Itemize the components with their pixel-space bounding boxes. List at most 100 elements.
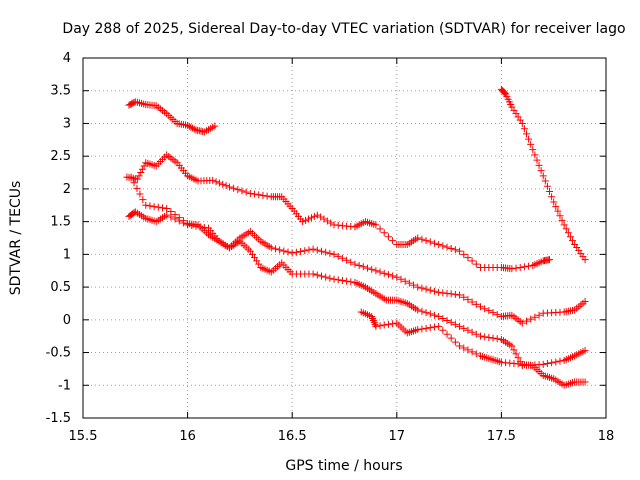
data-point — [142, 201, 150, 209]
data-point — [443, 289, 451, 297]
data-point — [493, 311, 501, 319]
x-tick-label: 16.5 — [278, 429, 307, 444]
data-point — [139, 196, 147, 204]
data-point — [251, 190, 259, 198]
data-point — [322, 273, 330, 281]
data-point — [581, 297, 589, 305]
data-point — [566, 233, 574, 241]
data-point — [426, 238, 434, 246]
data-point — [305, 246, 313, 254]
data-point — [529, 146, 537, 154]
data-point — [435, 322, 443, 330]
data-point — [376, 225, 384, 233]
data-point — [196, 223, 204, 231]
data-point — [284, 248, 292, 256]
data-point — [520, 125, 528, 133]
data-point — [435, 288, 443, 296]
data-point — [292, 248, 300, 256]
data-point — [190, 125, 198, 133]
y-tick-label: -1 — [58, 378, 71, 393]
data-point — [276, 246, 284, 254]
data-point — [133, 175, 141, 183]
data-point — [430, 287, 438, 295]
data-point — [317, 247, 325, 255]
data-point — [447, 290, 455, 298]
data-point — [472, 330, 480, 338]
data-point — [447, 244, 455, 252]
data-point — [301, 247, 309, 255]
data-point — [222, 182, 230, 190]
data-point — [552, 358, 560, 366]
data-point — [523, 130, 531, 138]
data-point — [564, 229, 572, 237]
data-point — [451, 320, 459, 328]
data-point — [535, 311, 543, 319]
data-point — [138, 165, 146, 173]
data-point — [184, 121, 192, 129]
y-tick-label: 3 — [63, 116, 71, 131]
data-point — [372, 221, 380, 229]
data-point — [489, 309, 497, 317]
data-point — [414, 283, 422, 291]
data-point — [514, 354, 522, 362]
data-point — [443, 330, 451, 338]
data-point — [334, 252, 342, 260]
data-point — [468, 257, 476, 265]
y-tick-label: 0 — [63, 313, 71, 328]
data-point — [439, 315, 447, 323]
y-tick-label: 2 — [63, 182, 71, 197]
data-point — [554, 207, 562, 215]
data-point — [581, 378, 589, 386]
data-point — [215, 179, 223, 187]
data-point — [418, 307, 426, 315]
data-point — [422, 237, 430, 245]
y-axis-label: SDTVAR / TECUs — [8, 181, 24, 296]
series-track-3 — [127, 173, 589, 327]
data-point — [255, 191, 263, 199]
y-tick-label: -0.5 — [46, 346, 71, 361]
data-point — [556, 212, 564, 220]
data-point — [171, 215, 179, 223]
data-point — [451, 290, 459, 298]
data-point — [426, 286, 434, 294]
data-point — [343, 256, 351, 264]
y-tick-label: 1 — [63, 247, 71, 262]
data-point — [167, 213, 175, 221]
data-point — [533, 156, 541, 164]
data-point — [351, 260, 359, 268]
data-point — [347, 258, 355, 266]
series-track-5 — [357, 308, 589, 389]
data-point — [569, 237, 577, 245]
y-tick-labels: -1.5 -1 -0.5 0 0.5 1 1.5 2 2.5 3 3.5 4 — [46, 51, 71, 426]
x-tick-label: 18 — [598, 429, 615, 444]
data-point — [368, 265, 376, 273]
data-point — [481, 333, 489, 341]
data-point — [418, 235, 426, 243]
data-point — [556, 357, 564, 365]
data-point — [364, 264, 372, 272]
data-point — [543, 182, 551, 190]
chart-title: Day 288 of 2025, Sidereal Day-to-day VTE… — [62, 21, 625, 37]
data-point — [552, 203, 560, 211]
data-point — [523, 317, 531, 325]
data-point — [560, 221, 568, 229]
data-point — [212, 178, 220, 186]
data-point — [146, 202, 154, 210]
data-point — [468, 298, 476, 306]
series-track-4 — [125, 208, 589, 370]
data-point — [309, 245, 317, 253]
data-point — [562, 225, 570, 233]
x-tick-label: 16 — [179, 429, 196, 444]
data-point — [451, 338, 459, 346]
x-tick-label: 15.5 — [69, 429, 98, 444]
data-point — [137, 169, 145, 177]
data-point — [313, 271, 321, 279]
data-point — [439, 242, 447, 250]
data-point — [539, 172, 547, 180]
data-point — [456, 342, 464, 350]
data-point — [548, 359, 556, 367]
x-tick-label: 17 — [389, 429, 406, 444]
data-series — [123, 85, 589, 389]
data-point — [485, 307, 493, 315]
